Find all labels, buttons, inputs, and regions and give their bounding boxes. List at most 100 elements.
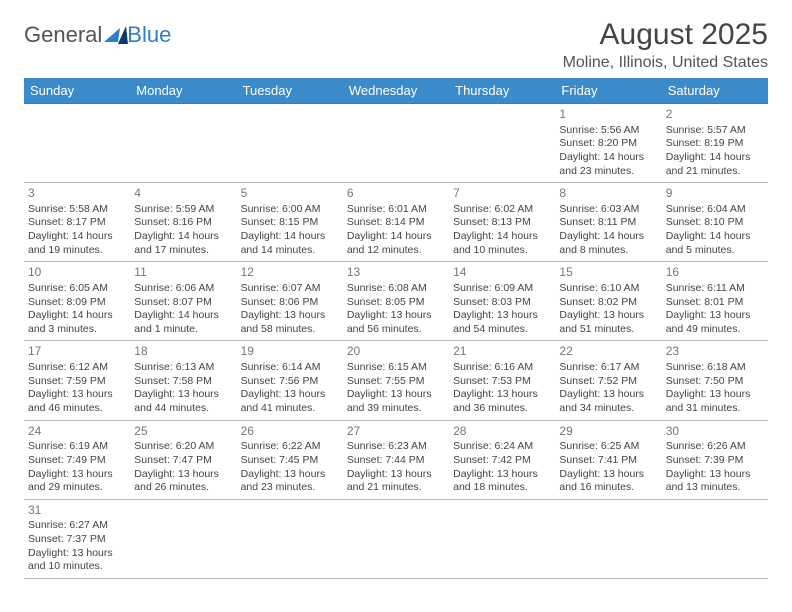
sunrise: Sunrise: 6:14 AM: [241, 361, 339, 375]
daylight: Daylight: 13 hours and 29 minutes.: [28, 468, 126, 495]
sunrise: Sunrise: 6:17 AM: [559, 361, 657, 375]
day-number: 22: [559, 344, 657, 360]
sunrise: Sunrise: 6:26 AM: [666, 440, 764, 454]
sunrise: Sunrise: 5:56 AM: [559, 124, 657, 138]
daylight: Daylight: 13 hours and 23 minutes.: [241, 468, 339, 495]
day-cell: 17Sunrise: 6:12 AMSunset: 7:59 PMDayligh…: [24, 341, 130, 420]
sunset: Sunset: 8:15 PM: [241, 216, 339, 230]
sunrise: Sunrise: 6:00 AM: [241, 203, 339, 217]
daylight: Daylight: 13 hours and 10 minutes.: [28, 547, 126, 574]
day-cell: 3Sunrise: 5:58 AMSunset: 8:17 PMDaylight…: [24, 183, 130, 262]
day-cell: 16Sunrise: 6:11 AMSunset: 8:01 PMDayligh…: [662, 262, 768, 341]
daylight: Daylight: 14 hours and 19 minutes.: [28, 230, 126, 257]
sunrise: Sunrise: 6:20 AM: [134, 440, 232, 454]
logo-triangle2-icon: [116, 26, 128, 44]
daylight: Daylight: 14 hours and 10 minutes.: [453, 230, 551, 257]
day-cell: 20Sunrise: 6:15 AMSunset: 7:55 PMDayligh…: [343, 341, 449, 420]
day-cell: 18Sunrise: 6:13 AMSunset: 7:58 PMDayligh…: [130, 341, 236, 420]
sunset: Sunset: 7:42 PM: [453, 454, 551, 468]
day-header: Saturday: [662, 78, 768, 104]
day-cell: 24Sunrise: 6:19 AMSunset: 7:49 PMDayligh…: [24, 420, 130, 499]
day-cell: 9Sunrise: 6:04 AMSunset: 8:10 PMDaylight…: [662, 183, 768, 262]
day-cell: 7Sunrise: 6:02 AMSunset: 8:13 PMDaylight…: [449, 183, 555, 262]
day-number: 17: [28, 344, 126, 360]
sunset: Sunset: 7:56 PM: [241, 375, 339, 389]
day-cell: 4Sunrise: 5:59 AMSunset: 8:16 PMDaylight…: [130, 183, 236, 262]
day-header: Monday: [130, 78, 236, 104]
calendar-table: SundayMondayTuesdayWednesdayThursdayFrid…: [24, 78, 768, 579]
day-cell: 25Sunrise: 6:20 AMSunset: 7:47 PMDayligh…: [130, 420, 236, 499]
daylight: Daylight: 13 hours and 49 minutes.: [666, 309, 764, 336]
daylight: Daylight: 14 hours and 3 minutes.: [28, 309, 126, 336]
day-number: 9: [666, 186, 764, 202]
calendar-body: 1Sunrise: 5:56 AMSunset: 8:20 PMDaylight…: [24, 104, 768, 579]
week-row: 17Sunrise: 6:12 AMSunset: 7:59 PMDayligh…: [24, 341, 768, 420]
sunset: Sunset: 7:50 PM: [666, 375, 764, 389]
day-number: 4: [134, 186, 232, 202]
logo: General Blue: [24, 22, 171, 48]
day-cell: 19Sunrise: 6:14 AMSunset: 7:56 PMDayligh…: [237, 341, 343, 420]
day-cell: 14Sunrise: 6:09 AMSunset: 8:03 PMDayligh…: [449, 262, 555, 341]
day-number: 11: [134, 265, 232, 281]
day-cell: 28Sunrise: 6:24 AMSunset: 7:42 PMDayligh…: [449, 420, 555, 499]
sunset: Sunset: 7:39 PM: [666, 454, 764, 468]
sunrise: Sunrise: 5:57 AM: [666, 124, 764, 138]
sunset: Sunset: 8:10 PM: [666, 216, 764, 230]
daylight: Daylight: 13 hours and 39 minutes.: [347, 388, 445, 415]
sunrise: Sunrise: 6:18 AM: [666, 361, 764, 375]
daylight: Daylight: 14 hours and 21 minutes.: [666, 151, 764, 178]
day-number: 13: [347, 265, 445, 281]
day-number: 20: [347, 344, 445, 360]
sunset: Sunset: 8:09 PM: [28, 296, 126, 310]
day-cell: 27Sunrise: 6:23 AMSunset: 7:44 PMDayligh…: [343, 420, 449, 499]
day-number: 16: [666, 265, 764, 281]
day-cell: 29Sunrise: 6:25 AMSunset: 7:41 PMDayligh…: [555, 420, 661, 499]
day-cell: 15Sunrise: 6:10 AMSunset: 8:02 PMDayligh…: [555, 262, 661, 341]
month-title: August 2025: [563, 18, 768, 52]
sunset: Sunset: 8:13 PM: [453, 216, 551, 230]
day-cell: 31Sunrise: 6:27 AMSunset: 7:37 PMDayligh…: [24, 499, 130, 578]
logo-text-2: Blue: [127, 22, 171, 48]
sunset: Sunset: 8:11 PM: [559, 216, 657, 230]
day-cell: 6Sunrise: 6:01 AMSunset: 8:14 PMDaylight…: [343, 183, 449, 262]
location: Moline, Illinois, United States: [563, 54, 768, 72]
sunset: Sunset: 7:58 PM: [134, 375, 232, 389]
day-cell: 12Sunrise: 6:07 AMSunset: 8:06 PMDayligh…: [237, 262, 343, 341]
day-header: Wednesday: [343, 78, 449, 104]
daylight: Daylight: 13 hours and 56 minutes.: [347, 309, 445, 336]
day-number: 2: [666, 107, 764, 123]
day-cell: [449, 104, 555, 183]
daylight: Daylight: 14 hours and 14 minutes.: [241, 230, 339, 257]
day-cell: 22Sunrise: 6:17 AMSunset: 7:52 PMDayligh…: [555, 341, 661, 420]
day-number: 27: [347, 424, 445, 440]
day-cell: 30Sunrise: 6:26 AMSunset: 7:39 PMDayligh…: [662, 420, 768, 499]
title-block: August 2025 Moline, Illinois, United Sta…: [563, 18, 768, 72]
daylight: Daylight: 13 hours and 31 minutes.: [666, 388, 764, 415]
sunrise: Sunrise: 6:27 AM: [28, 519, 126, 533]
sunset: Sunset: 8:14 PM: [347, 216, 445, 230]
sunset: Sunset: 7:47 PM: [134, 454, 232, 468]
sunrise: Sunrise: 6:08 AM: [347, 282, 445, 296]
day-header: Tuesday: [237, 78, 343, 104]
daylight: Daylight: 13 hours and 54 minutes.: [453, 309, 551, 336]
sunrise: Sunrise: 6:04 AM: [666, 203, 764, 217]
day-number: 1: [559, 107, 657, 123]
day-number: 29: [559, 424, 657, 440]
sunrise: Sunrise: 6:07 AM: [241, 282, 339, 296]
day-number: 28: [453, 424, 551, 440]
day-cell: [237, 499, 343, 578]
week-row: 10Sunrise: 6:05 AMSunset: 8:09 PMDayligh…: [24, 262, 768, 341]
daylight: Daylight: 13 hours and 34 minutes.: [559, 388, 657, 415]
day-cell: 2Sunrise: 5:57 AMSunset: 8:19 PMDaylight…: [662, 104, 768, 183]
week-row: 31Sunrise: 6:27 AMSunset: 7:37 PMDayligh…: [24, 499, 768, 578]
sunset: Sunset: 7:37 PM: [28, 533, 126, 547]
day-header: Thursday: [449, 78, 555, 104]
sunrise: Sunrise: 6:02 AM: [453, 203, 551, 217]
sunset: Sunset: 7:59 PM: [28, 375, 126, 389]
day-cell: 11Sunrise: 6:06 AMSunset: 8:07 PMDayligh…: [130, 262, 236, 341]
logo-text-1: General: [24, 22, 102, 48]
sunrise: Sunrise: 6:01 AM: [347, 203, 445, 217]
day-number: 31: [28, 503, 126, 519]
day-cell: [449, 499, 555, 578]
daylight: Daylight: 13 hours and 41 minutes.: [241, 388, 339, 415]
